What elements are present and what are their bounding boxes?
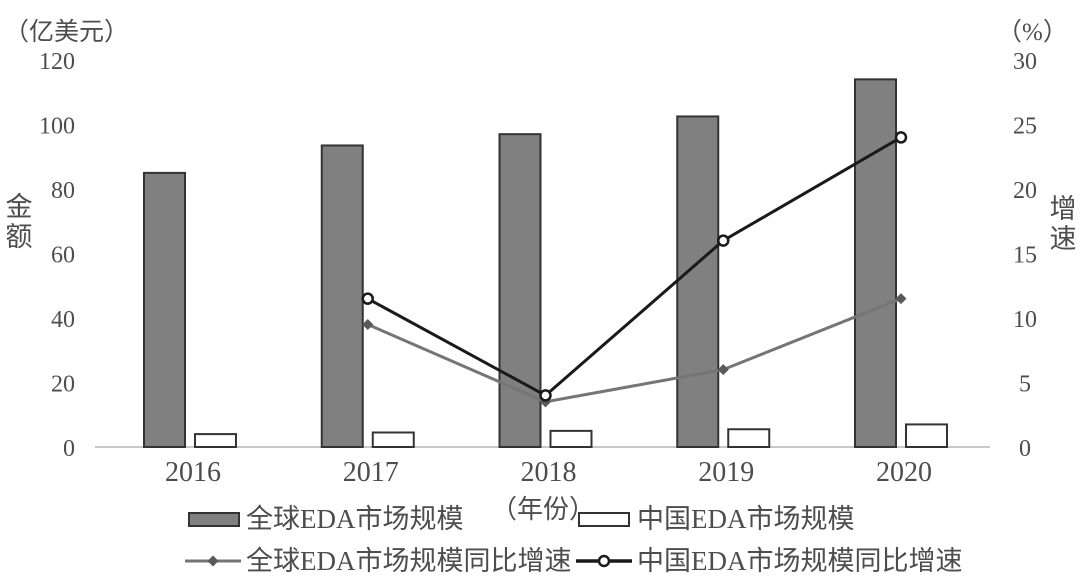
global-growth-diamond-marker xyxy=(717,364,729,376)
x-axis-unit: （年份） xyxy=(491,495,596,524)
china-bar-2016 xyxy=(194,433,237,449)
legend-circle-marker-icon xyxy=(597,554,611,568)
right-axis-unit: （%） xyxy=(997,19,1068,46)
legend-label-global-growth: 全球EDA市场规模同比增速 xyxy=(246,546,572,576)
left-axis-tick-label: 20 xyxy=(51,372,75,398)
legend-swatch-global-bar xyxy=(188,512,240,527)
legend-swatch-global-growth-line xyxy=(185,555,241,567)
legend-diamond-marker-icon xyxy=(207,555,219,567)
china-growth-circle-marker xyxy=(717,234,730,247)
global-bar-2020 xyxy=(854,78,897,448)
left-axis-tick-label: 0 xyxy=(63,436,75,462)
right-axis-tick-label: 30 xyxy=(1013,49,1037,75)
china-growth-line xyxy=(367,136,902,398)
global-growth-diamond-marker xyxy=(362,318,374,330)
right-axis-tick-label: 10 xyxy=(1013,307,1037,333)
china-growth-circle-marker xyxy=(539,389,552,402)
left-axis-title: 金额 xyxy=(5,192,33,252)
right-axis-tick-label: 15 xyxy=(1013,243,1037,269)
right-axis-title: 增速 xyxy=(1049,194,1077,254)
china-bar-2017 xyxy=(371,431,415,448)
left-axis-unit: （亿美元） xyxy=(4,19,130,46)
right-axis-tick-label: 0 xyxy=(1019,436,1031,462)
right-axis-tick-label: 25 xyxy=(1013,114,1037,140)
china-growth-circle-marker xyxy=(361,292,374,305)
right-axis-tick-label: 5 xyxy=(1019,372,1031,398)
right-axis-tick-label: 20 xyxy=(1013,178,1037,204)
china-bar-2020 xyxy=(905,423,948,448)
left-axis-tick-label: 40 xyxy=(51,307,75,333)
x-axis-tick-label: 2016 xyxy=(165,457,221,488)
left-axis-tick-label: 60 xyxy=(51,243,75,269)
china-growth-circle-marker xyxy=(894,131,908,144)
x-axis-tick-label: 2018 xyxy=(521,457,577,488)
left-axis-tick-label: 80 xyxy=(51,178,75,204)
x-axis-tick-label: 2020 xyxy=(876,457,932,488)
china-bar-2019 xyxy=(727,428,771,449)
global-bar-2017 xyxy=(320,144,364,448)
legend-label-china-growth: 中国EDA市场规模同比增速 xyxy=(637,546,963,576)
legend-swatch-china-bar xyxy=(578,512,630,527)
global-growth-line xyxy=(367,297,902,404)
x-axis-tick-label: 2017 xyxy=(343,457,399,488)
global-growth-diamond-marker xyxy=(895,293,907,305)
legend-label-global-bar: 全球EDA市场规模 xyxy=(246,504,464,534)
global-bar-2019 xyxy=(676,115,720,448)
legend-label-china-bar: 中国EDA市场规模 xyxy=(637,504,855,534)
china-bar-2018 xyxy=(549,429,593,448)
left-axis-tick-label: 120 xyxy=(39,49,75,75)
global-bar-2018 xyxy=(498,133,542,449)
legend-swatch-china-growth-line xyxy=(576,554,632,568)
global-bar-2016 xyxy=(143,171,186,448)
left-axis-tick-label: 100 xyxy=(39,114,75,140)
x-axis-tick-label: 2019 xyxy=(698,457,754,488)
